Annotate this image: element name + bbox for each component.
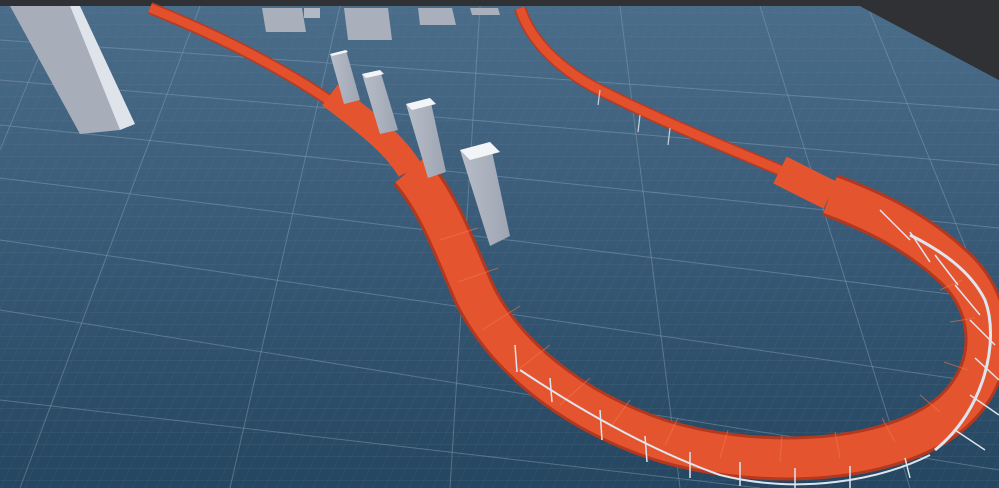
track-fence [514, 89, 999, 488]
pillar-row [330, 50, 510, 246]
pillar-4 [460, 142, 510, 246]
pillar-2 [362, 70, 398, 134]
tall-pillar [10, 6, 135, 134]
race-track [147, 2, 999, 481]
distant-buildings [262, 8, 500, 40]
pillar-1 [330, 50, 360, 104]
pillar-3 [406, 98, 446, 178]
